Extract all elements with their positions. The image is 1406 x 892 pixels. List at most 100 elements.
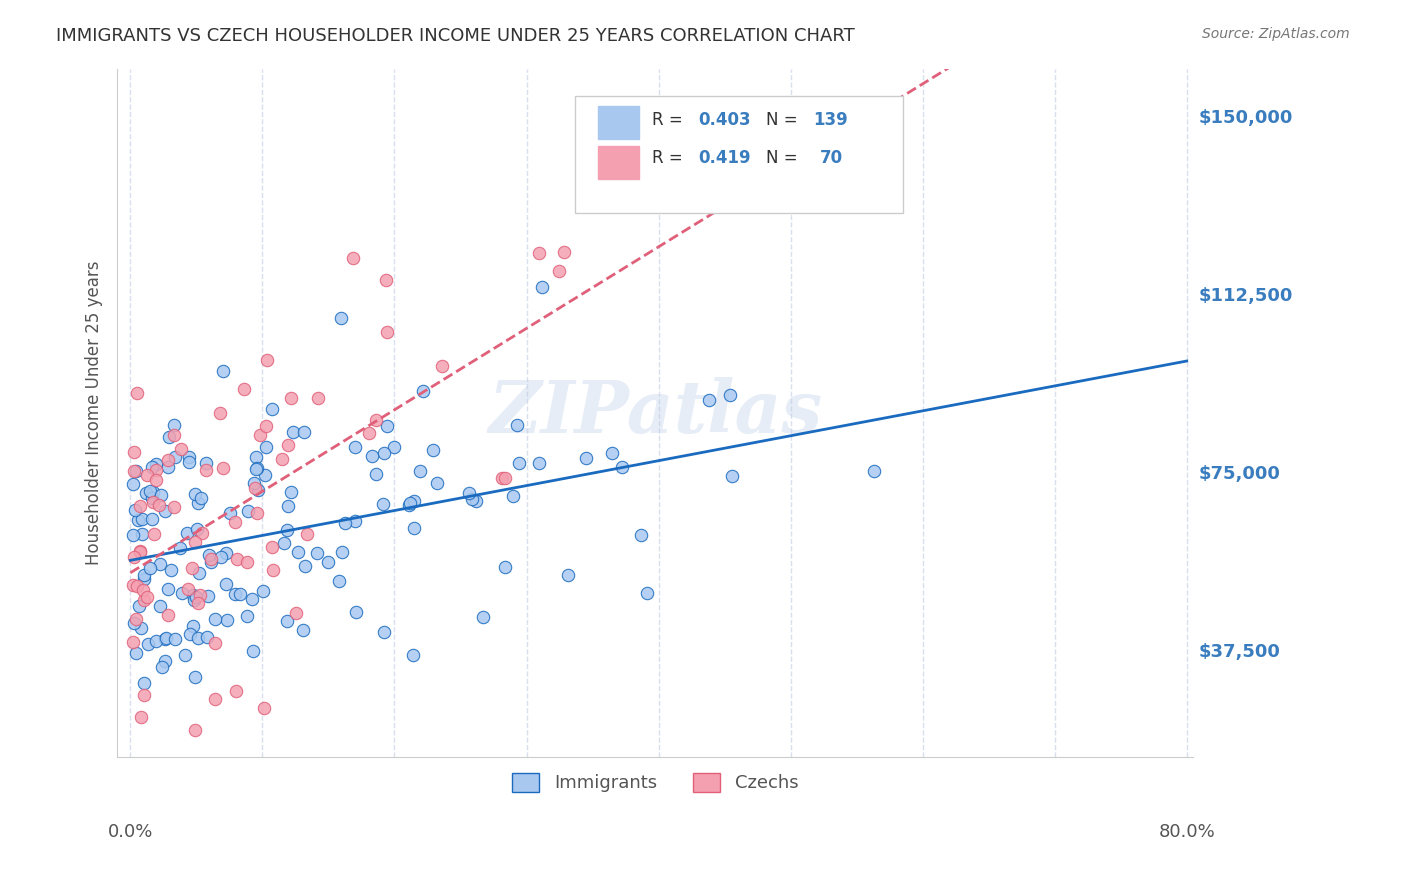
Text: R =: R = [652,149,688,167]
Point [232,382,254,396]
Point [346,605,368,619]
Point [215,546,238,560]
Bar [598,106,640,139]
Point [217,613,239,627]
Point [148,599,170,614]
Point [292,425,315,439]
Point [219,506,242,520]
Point [132,572,155,586]
Point [249,428,271,442]
Point [373,497,395,511]
Point [204,612,226,626]
Point [179,455,201,469]
Point [125,612,148,626]
Point [142,494,165,508]
Point [187,632,209,646]
Point [557,568,579,582]
Point [280,391,302,405]
Point [548,264,571,278]
Point [291,624,314,638]
Point [277,438,299,452]
Point [245,481,267,495]
Point [173,648,195,662]
Point [145,463,167,477]
Point [139,484,162,499]
Point [246,507,269,521]
Point [200,555,222,569]
Text: 80.0%: 80.0% [1159,823,1215,841]
Point [129,545,152,559]
Point [163,450,186,464]
Point [125,464,148,478]
Legend: Immigrants, Czechs: Immigrants, Czechs [505,766,806,799]
Point [240,591,263,606]
Point [373,624,395,639]
Point [284,606,307,620]
Point [129,621,152,635]
Point [471,610,494,624]
Point [194,463,217,477]
Point [262,563,284,577]
Point [122,635,145,649]
Point [224,587,246,601]
Point [142,485,165,500]
Point [236,608,259,623]
Point [162,418,184,433]
Point [271,452,294,467]
Point [156,459,179,474]
Point [136,637,159,651]
Point [718,388,741,402]
Point [527,456,550,470]
Point [375,325,398,339]
Point [136,591,159,605]
Point [260,402,283,417]
Point [127,513,149,527]
Point [208,406,231,420]
Point [245,461,267,475]
Point [131,511,153,525]
Point [184,534,207,549]
Point [197,589,219,603]
Point [553,245,575,260]
Point [122,476,145,491]
Point [122,616,145,631]
Point [141,511,163,525]
Point [245,450,267,465]
Point [139,561,162,575]
Point [135,486,157,500]
Point [491,470,513,484]
Point [402,494,425,508]
Point [247,483,270,497]
Point [375,419,398,434]
Point [343,440,366,454]
Point [176,526,198,541]
Point [508,456,530,470]
Point [131,527,153,541]
Text: 0.0%: 0.0% [108,823,153,841]
Point [529,245,551,260]
Point [211,461,233,475]
Point [361,449,384,463]
Point [280,485,302,500]
Point [195,456,218,470]
Point [254,419,277,434]
Point [636,586,658,600]
Point [226,552,249,566]
Point [273,536,295,550]
Point [142,527,165,541]
Point [122,464,145,478]
Point [253,468,276,483]
Point [262,541,284,555]
Point [160,563,183,577]
Point [402,648,425,662]
Point [183,593,205,607]
Point [163,428,186,442]
Point [236,555,259,569]
Point [229,587,252,601]
Point [531,280,554,294]
Point [170,442,193,457]
Text: 0.403: 0.403 [699,112,751,129]
Point [145,473,167,487]
Point [316,555,339,569]
Text: N =: N = [766,149,803,167]
